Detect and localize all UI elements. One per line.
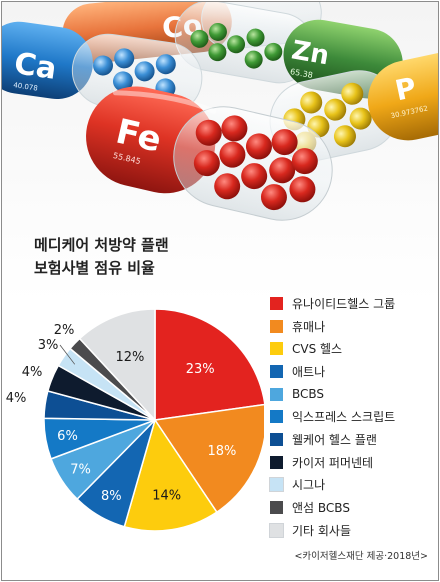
legend-swatch-6 [270, 410, 283, 424]
legend-swatch-4 [270, 364, 283, 378]
pie-slice-11 [78, 308, 156, 422]
vitamin-capsules-image: Co Zn 65.38 [2, 2, 438, 302]
pie-leader-line-9 [59, 344, 76, 365]
pie-slice-label-3: 14% [152, 489, 181, 504]
legend-item-6: 익스프레스 스크립트 [270, 405, 438, 428]
ca-number: 40.078 [13, 81, 38, 92]
legend-swatch-8 [270, 455, 283, 469]
legend-label-11: 기타 회사들 [292, 523, 352, 538]
legend-item-4: 애트나 [270, 360, 438, 383]
legend-swatch-11 [269, 522, 284, 538]
chart-title-line-1: 메디케어 처방약 플랜 [34, 236, 169, 254]
legend-item-9: 시그나 [269, 474, 438, 497]
legend-swatch-7 [270, 432, 283, 446]
pie-slice-label-2: 18% [207, 444, 236, 459]
legend-item-3: CVS 헬스 [270, 337, 438, 360]
legend-label-2: 휴매나 [292, 319, 326, 334]
legend-label-9: 시그나 [292, 478, 326, 493]
zn-label: Zn [289, 35, 331, 71]
pie-slice-label-4: 8% [101, 489, 122, 504]
pie-slice-label-7: 4% [6, 391, 27, 406]
pie-slice-label-8: 4% [22, 365, 43, 380]
legend-swatch-2 [270, 319, 283, 333]
pie-slice-1 [154, 308, 264, 421]
pie-slice-label-1: 23% [186, 362, 215, 377]
legend-label-10: 앤섬 BCBS [292, 501, 350, 516]
legend-item-2: 휴매나 [270, 315, 438, 338]
legend-swatch-1 [270, 296, 283, 310]
legend-swatch-10 [270, 501, 283, 515]
pie-slice-2 [153, 403, 264, 514]
chart-title: 메디케어 처방약 플랜 보험사별 점유 비율 [34, 234, 169, 280]
legend-label-5: BCBS [292, 387, 325, 402]
market-share-pie-chart: 23% 18% 14% 8% 7% 6% 4% 4% 3%2% 12% [6, 308, 264, 532]
ca-label: Ca [12, 46, 59, 87]
pie-slice-label-9: 3% [38, 338, 59, 353]
legend-item-11: 기타 회사들 [269, 519, 438, 542]
legend-label-7: 웰케어 헬스 플랜 [292, 432, 377, 447]
legend-item-5: BCBS [270, 383, 438, 406]
fe-capsule: Fe 55.845 [86, 86, 333, 221]
pie-slice-label-10: 2% [54, 323, 75, 338]
pie-slice-label-11: 12% [115, 350, 144, 365]
red-granules [193, 115, 318, 211]
legend-label-6: 익스프레스 스크립트 [292, 410, 396, 425]
green-granules [190, 22, 283, 69]
legend-item-10: 앤섬 BCBS [270, 496, 438, 519]
legend-item-7: 웰케어 헬스 플랜 [270, 428, 438, 451]
legend-swatch-5 [270, 387, 283, 401]
legend-label-4: 애트나 [292, 364, 326, 379]
legend-item-1: 유나이티드헬스 그룹 [270, 292, 438, 315]
legend-label-3: CVS 헬스 [292, 342, 343, 357]
legend-label-1: 유나이티드헬스 그룹 [292, 296, 396, 311]
pie-slice-label-5: 7% [70, 462, 91, 477]
source-note: <카이저헬스재단 제공·2018년> [294, 551, 428, 562]
chart-title-line-2: 보험사별 점유 비율 [34, 259, 155, 277]
legend-swatch-3 [270, 342, 283, 356]
legend-swatch-9 [269, 477, 284, 493]
legend-item-8: 카이저 퍼머넨테 [270, 451, 438, 474]
zn-number: 65.38 [289, 67, 313, 80]
zn-capsule: Zn 65.38 [174, 2, 403, 99]
pie-slice-label-6: 6% [57, 429, 78, 444]
fe-label: Fe [112, 112, 165, 161]
legend-label-8: 카이저 퍼머넨테 [292, 455, 374, 470]
ca-capsule: Ca 40.078 [2, 21, 203, 115]
